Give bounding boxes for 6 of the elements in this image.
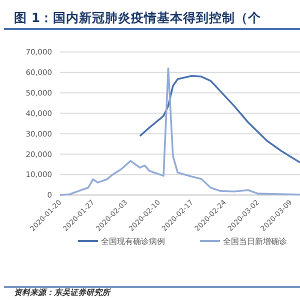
legend-label: 全国当日新增确诊 xyxy=(223,236,287,246)
line-series xyxy=(139,75,300,164)
text: 资料来源：东吴证券研究所 xyxy=(14,288,112,297)
chart-title: 图 1：国内新冠肺炎疫情基本得到控制（个 xyxy=(14,10,262,25)
legend-label: 全国现有确诊病例 xyxy=(101,236,165,246)
line-series xyxy=(59,67,300,196)
